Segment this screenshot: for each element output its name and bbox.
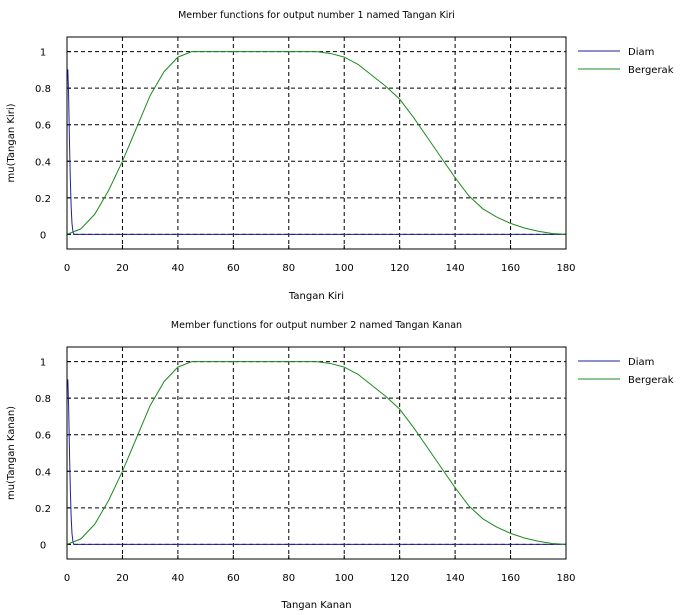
y-tick-label: 0.6 [35, 121, 51, 132]
plot-frame [66, 36, 567, 250]
x-tick-label: 100 [335, 263, 354, 274]
y-tick-label: 0.2 [35, 194, 51, 205]
x-tick-label: 140 [446, 263, 465, 274]
x-tick-label: 100 [335, 573, 354, 584]
chart-title: Member functions for output number 1 nam… [178, 10, 455, 21]
x-tick-label: 80 [282, 263, 295, 274]
plot-frame [66, 346, 567, 560]
x-tick-label: 20 [116, 573, 129, 584]
y-tick-label: 0.6 [35, 431, 51, 442]
x-tick-label: 180 [556, 573, 575, 584]
y-axis-label: mu(Tangan Kanan) [6, 406, 17, 500]
x-tick-label: 160 [501, 573, 520, 584]
y-tick-label: 1 [40, 358, 46, 369]
chart-1: 0 20 40 60 80 100 120 140 160 180 0 0.2 0.4 0.6 0.8 1 Di… [6, 10, 674, 302]
x-tick-label: 80 [282, 573, 295, 584]
y-tick-label: 1 [40, 48, 46, 59]
x-tick-label: 60 [227, 263, 240, 274]
legend-label-bergerak: Bergerak [628, 65, 674, 76]
x-tick-label: 180 [556, 263, 575, 274]
series-line-bergerak [66, 361, 567, 545]
x-tick-label: 0 [64, 263, 70, 274]
series-line-diam [67, 69, 566, 235]
x-tick-label: 120 [390, 263, 409, 274]
x-tick-label: 120 [390, 573, 409, 584]
plot-border [66, 346, 567, 560]
x-tick-label: 20 [116, 263, 129, 274]
series-line-diam [67, 379, 566, 545]
y-tick-label: 0.4 [35, 467, 51, 478]
y-tick-label: 0.4 [35, 157, 51, 168]
series-line-bergerak [66, 51, 567, 235]
x-axis-label: Tangan Kanan [280, 600, 351, 611]
y-tick-label: 0 [40, 540, 46, 551]
y-tick-label: 0 [40, 230, 46, 241]
chart-2: 0 20 40 60 80 100 120 140 160 180 0 0.2 0.4 0.6 0.8 1 Di… [6, 320, 674, 611]
legend-label-diam: Diam [628, 357, 654, 368]
x-axis-label: Tangan Kiri [288, 291, 344, 302]
y-tick-label: 0.8 [35, 84, 51, 95]
chart-title: Member functions for output number 2 nam… [171, 320, 462, 331]
y-tick-label: 0.2 [35, 504, 51, 515]
x-tick-label: 40 [172, 263, 185, 274]
y-axis-label: mu(Tangan Kiri) [6, 103, 17, 182]
legend-label-diam: Diam [628, 47, 654, 58]
x-tick-label: 40 [172, 573, 185, 584]
x-tick-label: 0 [64, 573, 70, 584]
x-tick-label: 160 [501, 263, 520, 274]
x-tick-label: 140 [446, 573, 465, 584]
y-tick-label: 0.8 [35, 394, 51, 405]
plot-border [66, 36, 567, 250]
x-tick-label: 60 [227, 573, 240, 584]
legend-label-bergerak: Bergerak [628, 375, 674, 386]
